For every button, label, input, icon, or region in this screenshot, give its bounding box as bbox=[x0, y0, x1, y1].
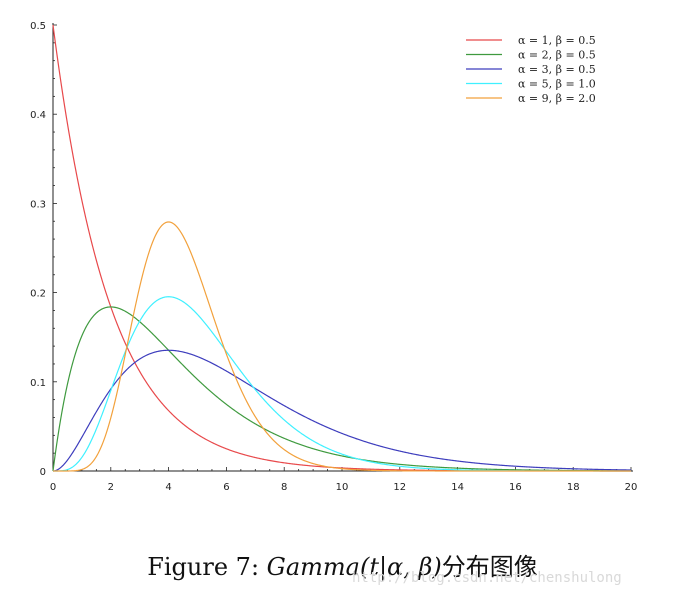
caption-prefix: Figure 7: bbox=[147, 553, 267, 581]
y-tick-label: 0 bbox=[40, 467, 46, 478]
x-tick-label: 0 bbox=[50, 482, 56, 493]
x-tick-label: 16 bbox=[509, 482, 522, 493]
x-tick-label: 18 bbox=[567, 482, 580, 493]
y-tick-label: 0.2 bbox=[30, 289, 46, 300]
series-line-5 bbox=[53, 221, 631, 472]
y-tick-label: 0.1 bbox=[30, 378, 46, 389]
y-tick-label: 0.4 bbox=[30, 110, 46, 121]
x-tick-label: 2 bbox=[108, 482, 114, 493]
legend: α = 1, β = 0.5 α = 2, β = 0.5α = 3, β = 0… bbox=[466, 34, 596, 105]
legend-label-1: α = 1, β = 0.5 bbox=[518, 34, 596, 47]
series-line-4 bbox=[53, 296, 631, 472]
x-tick-label: 12 bbox=[393, 482, 406, 493]
legend-label-2: α = 2, β = 0.5 bbox=[518, 49, 596, 62]
x-tick-label: 8 bbox=[281, 482, 287, 493]
legend-label-5: α = 9, β = 2.0 bbox=[518, 92, 596, 105]
caption-suffix: 分布图像 bbox=[441, 553, 538, 581]
figure-caption: Figure 7: Gamma(t|α, β)分布图像 bbox=[0, 547, 685, 582]
caption-math: Gamma(t|α, β) bbox=[266, 553, 442, 581]
x-tick-label: 4 bbox=[165, 482, 171, 493]
series-line-2 bbox=[52, 306, 631, 472]
x-tick-label: 6 bbox=[223, 482, 229, 493]
gamma-chart: 0 2 4 6 8 10 12 14 16 18 20 0 0.1 0.2 0.3 0.4 0.5 α = 1,… bbox=[30, 21, 638, 493]
y-tick-label: 0.5 bbox=[30, 21, 46, 32]
legend-label-3: α = 3, β = 0.5 bbox=[518, 63, 596, 76]
curves bbox=[52, 24, 632, 472]
series-line-3 bbox=[52, 349, 632, 472]
y-tick-label: 0.3 bbox=[30, 199, 46, 210]
x-tick-label: 10 bbox=[336, 482, 349, 493]
legend-label-4: α = 5, β = 1.0 bbox=[518, 78, 596, 91]
x-tick-label: 20 bbox=[625, 482, 638, 493]
watermark: http://blog.csdn.net/chenshulong bbox=[352, 570, 622, 586]
x-tick-label: 14 bbox=[451, 482, 464, 493]
